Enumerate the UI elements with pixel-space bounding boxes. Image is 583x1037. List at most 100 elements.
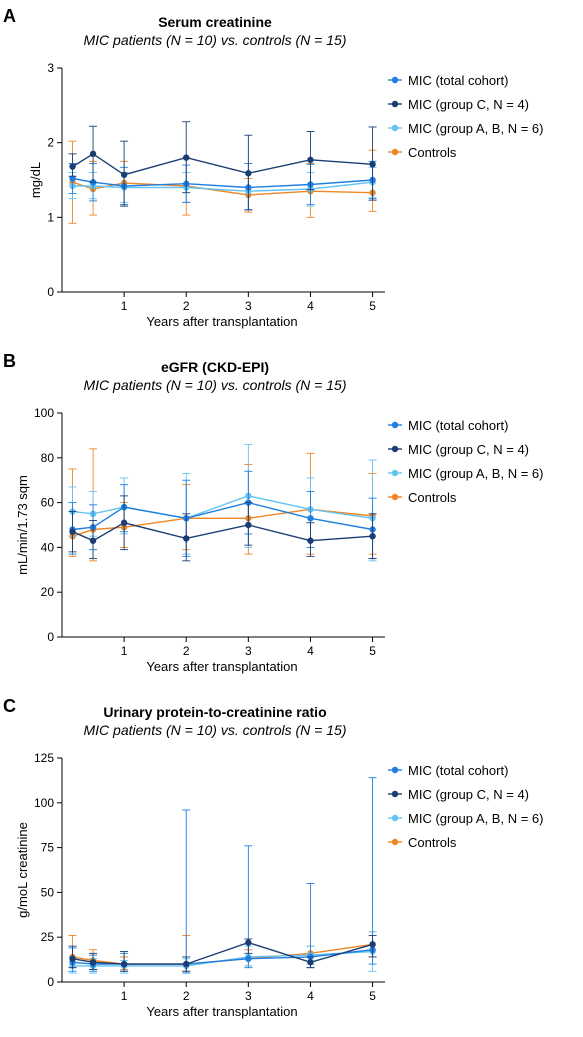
y-tick-label: 80 [41, 451, 55, 465]
x-tick-label: 2 [183, 989, 190, 1003]
x-tick-label: 4 [307, 644, 314, 658]
y-tick-label: 0 [47, 285, 54, 299]
legend-marker [391, 148, 399, 156]
chart-c-svg: C Urinary protein-to-creatinine ratio MI… [3, 696, 543, 1019]
y-tick-label: 60 [41, 496, 55, 510]
x-tick-label: 5 [369, 989, 376, 1003]
series-total [68, 470, 377, 560]
legend-label: MIC (total cohort) [408, 418, 508, 433]
chart-b-title: eGFR (CKD-EPI) [161, 359, 269, 375]
y-tick-label: 40 [41, 540, 55, 554]
data-point [369, 533, 376, 540]
series-line [72, 177, 373, 189]
legend-item-total: MIC (total cohort) [388, 73, 508, 88]
x-tick-label: 3 [245, 644, 252, 658]
chart-a-title: Serum creatinine [158, 14, 272, 30]
data-point [120, 519, 128, 526]
chart-a-subtitle: MIC patients (N = 10) vs. controls (N = … [84, 32, 347, 48]
x-tick-label: 3 [245, 299, 252, 313]
data-point [307, 537, 314, 544]
legend-marker [391, 76, 399, 84]
data-point [183, 535, 190, 542]
x-tick-label: 2 [183, 644, 190, 658]
panel-letter-a: A [3, 6, 16, 26]
legend-marker [391, 445, 399, 453]
data-point [245, 170, 252, 177]
data-point [245, 955, 252, 962]
chart-b-x-axis-label: Years after transplantation [146, 659, 297, 674]
chart-c-subtitle: MIC patients (N = 10) vs. controls (N = … [84, 722, 347, 738]
legend-marker [391, 100, 399, 108]
series-line [72, 508, 373, 537]
data-point [245, 939, 252, 946]
y-tick-label: 50 [41, 885, 55, 899]
data-point [369, 161, 376, 168]
panel-letter-c: C [3, 696, 16, 716]
legend-item-groupC: MIC (group C, N = 4) [388, 97, 529, 112]
data-point [307, 156, 314, 164]
y-tick-label: 0 [47, 630, 54, 644]
legend-item-controls: Controls [388, 490, 457, 505]
data-point [69, 955, 76, 962]
legend-item-groupAB: MIC (group A, B, N = 6) [388, 811, 543, 826]
legend-label: MIC (total cohort) [408, 73, 508, 88]
chart-c-x-axis-label: Years after transplantation [146, 1004, 297, 1019]
legend-marker [391, 469, 399, 477]
panel-letter-b: B [3, 351, 16, 371]
series-line [72, 501, 373, 531]
chart-panel-a: A Serum creatinine MIC patients (N = 10)… [0, 0, 583, 345]
legend-item-total: MIC (total cohort) [388, 763, 508, 778]
legend-item-groupAB: MIC (group A, B, N = 6) [388, 466, 543, 481]
data-point [183, 960, 190, 968]
legend-label: Controls [408, 490, 457, 505]
data-point [69, 163, 76, 170]
series-groupAB [68, 166, 377, 211]
y-tick-label: 0 [47, 975, 54, 989]
chart-panel-b: B eGFR (CKD-EPI) MIC patients (N = 10) v… [0, 345, 583, 690]
legend-marker [391, 790, 399, 798]
series-groupC [68, 495, 377, 562]
y-tick-label: 25 [41, 930, 55, 944]
series-groupC [68, 121, 377, 211]
series-groupAB [68, 931, 377, 974]
series-controls [68, 140, 377, 224]
legend-marker [391, 124, 399, 132]
chart-a-x-axis-label: Years after transplantation [146, 314, 297, 329]
chart-c-y-axis-label: g/moL creatinine [15, 822, 30, 918]
legend-label: MIC (group C, N = 4) [408, 97, 529, 112]
series-line [72, 495, 373, 520]
legend-label: MIC (total cohort) [408, 763, 508, 778]
y-tick-label: 20 [41, 585, 55, 599]
data-point [89, 537, 97, 544]
legend-marker [391, 814, 399, 822]
x-tick-label: 3 [245, 989, 252, 1003]
legend-item-groupC: MIC (group C, N = 4) [388, 442, 529, 457]
chart-a-y-axis-label: mg/dL [28, 162, 43, 198]
legend-marker [391, 838, 399, 846]
legend-label: MIC (group A, B, N = 6) [408, 811, 543, 826]
x-tick-label: 4 [307, 299, 314, 313]
series-line [72, 153, 373, 176]
data-point [183, 154, 190, 161]
chart-a-svg: A Serum creatinine MIC patients (N = 10)… [3, 6, 543, 329]
data-point [307, 515, 314, 522]
series-groupAB [68, 443, 377, 562]
y-tick-label: 100 [34, 406, 54, 420]
chart-panel-c: C Urinary protein-to-creatinine ratio MI… [0, 690, 583, 1035]
y-tick-label: 3 [47, 61, 54, 75]
x-tick-label: 1 [121, 989, 128, 1003]
legend-marker [391, 493, 399, 501]
chart-b-svg: B eGFR (CKD-EPI) MIC patients (N = 10) v… [3, 351, 543, 674]
x-tick-label: 5 [369, 299, 376, 313]
legend-label: MIC (group C, N = 4) [408, 442, 529, 457]
data-point [89, 150, 97, 158]
x-tick-label: 1 [121, 644, 128, 658]
data-point [369, 941, 376, 948]
legend-item-groupAB: MIC (group A, B, N = 6) [388, 121, 543, 136]
data-point [69, 175, 76, 182]
data-point [245, 521, 252, 529]
legend-item-total: MIC (total cohort) [388, 418, 508, 433]
legend-item-controls: Controls [388, 835, 457, 850]
y-tick-label: 75 [41, 841, 55, 855]
chart-b-subtitle: MIC patients (N = 10) vs. controls (N = … [84, 377, 347, 393]
